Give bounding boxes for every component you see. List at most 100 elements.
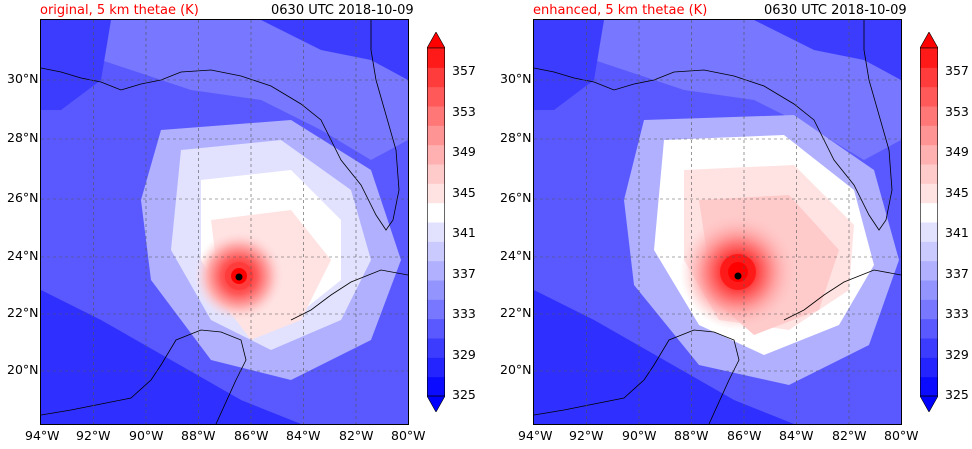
colorbar-cell	[427, 241, 445, 262]
left-lat-22: 22°N	[7, 305, 39, 320]
right-eye-marker	[734, 272, 742, 280]
right-cbar-325: 325	[945, 387, 969, 402]
left-cbar-341: 341	[452, 225, 476, 240]
right-map	[533, 19, 902, 425]
colorbar-cell	[427, 280, 445, 300]
left-lon-92: 92°W	[76, 428, 111, 443]
right-lat-28: 28°N	[500, 130, 532, 145]
colorbar-cell	[427, 260, 445, 281]
colorbar-cell	[427, 67, 445, 88]
right-cbar-357: 357	[945, 63, 969, 78]
colorbar-cell	[920, 318, 938, 339]
colorbar-cell	[920, 67, 938, 88]
colorbar-cell	[427, 318, 445, 339]
colorbar-cell	[920, 106, 938, 126]
colorbar-cell	[427, 125, 445, 146]
right-lat-30: 30°N	[500, 71, 532, 86]
right-lon-92: 92°W	[569, 428, 604, 443]
colorbar-cell	[920, 183, 938, 204]
left-colorbar	[427, 32, 445, 412]
right-map-field	[534, 20, 901, 424]
right-lon-88: 88°W	[674, 428, 709, 443]
colorbar-cell	[920, 260, 938, 281]
left-cbar-357: 357	[452, 63, 476, 78]
colorbar-max-extend	[920, 32, 938, 49]
right-cbar-345: 345	[945, 185, 969, 200]
right-lat-22: 22°N	[500, 305, 532, 320]
right-cbar-329: 329	[945, 347, 969, 362]
right-colorbar	[920, 32, 938, 412]
colorbar-min-extend	[920, 395, 938, 412]
left-lat-20: 20°N	[7, 362, 39, 377]
colorbar-cell	[427, 299, 445, 320]
left-cbar-337: 337	[452, 266, 476, 281]
right-cbar-337: 337	[945, 266, 969, 281]
right-cbar-341: 341	[945, 225, 969, 240]
right-cbar-333: 333	[945, 306, 969, 321]
right-cbar-349: 349	[945, 144, 969, 159]
left-lon-84: 84°W	[286, 428, 321, 443]
left-cbar-353: 353	[452, 104, 476, 119]
right-lon-94: 94°W	[518, 428, 553, 443]
left-cbar-345: 345	[452, 185, 476, 200]
left-lon-82: 82°W	[339, 428, 374, 443]
colorbar-cell	[920, 144, 938, 165]
colorbar-cell	[920, 338, 938, 358]
left-cbar-329: 329	[452, 347, 476, 362]
left-cbar-349: 349	[452, 144, 476, 159]
right-lat-24: 24°N	[500, 248, 532, 263]
right-lon-84: 84°W	[779, 428, 814, 443]
left-eye-marker	[235, 273, 243, 281]
right-lon-86: 86°W	[727, 428, 762, 443]
colorbar-frame	[920, 47, 938, 397]
right-lat-20: 20°N	[500, 362, 532, 377]
left-map	[40, 19, 409, 425]
colorbar-cell	[920, 48, 938, 68]
colorbar-cell	[920, 280, 938, 300]
right-lat-26: 26°N	[500, 190, 532, 205]
left-title: original, 5 km thetae (K)	[40, 3, 199, 18]
colorbar-cell	[920, 376, 938, 397]
colorbar-cell	[427, 357, 445, 378]
left-cbar-333: 333	[452, 306, 476, 321]
colorbar-cell	[920, 164, 938, 184]
right-lon-90: 90°W	[622, 428, 657, 443]
colorbar-frame	[427, 47, 445, 397]
colorbar-cell	[427, 48, 445, 68]
colorbar-cell	[427, 183, 445, 204]
colorbar-cell	[920, 357, 938, 378]
right-lon-82: 82°W	[832, 428, 867, 443]
right-lon-80: 80°W	[884, 428, 919, 443]
left-cbar-325: 325	[452, 387, 476, 402]
left-lat-28: 28°N	[7, 130, 39, 145]
right-title: enhanced, 5 km thetae (K)	[533, 3, 708, 18]
colorbar-cell	[427, 86, 445, 107]
left-lon-86: 86°W	[234, 428, 269, 443]
right-cbar-353: 353	[945, 104, 969, 119]
colorbar-cell	[427, 338, 445, 358]
colorbar-cell	[427, 106, 445, 126]
colorbar-cell	[920, 241, 938, 262]
colorbar-cell	[920, 125, 938, 146]
left-lon-94: 94°W	[25, 428, 60, 443]
left-lat-24: 24°N	[7, 248, 39, 263]
colorbar-cell	[427, 376, 445, 397]
colorbar-cell	[920, 299, 938, 320]
colorbar-cell	[920, 86, 938, 107]
left-lon-88: 88°W	[181, 428, 216, 443]
colorbar-cell	[427, 144, 445, 165]
left-lat-30: 30°N	[7, 71, 39, 86]
left-lon-80: 80°W	[391, 428, 426, 443]
left-map-field	[41, 20, 408, 424]
colorbar-cell	[920, 222, 938, 242]
colorbar-cell	[427, 222, 445, 242]
colorbar-cell	[427, 164, 445, 184]
left-lon-90: 90°W	[129, 428, 164, 443]
colorbar-cell	[920, 202, 938, 223]
colorbar-cell	[427, 202, 445, 223]
left-timestamp: 0630 UTC 2018-10-09	[271, 3, 414, 18]
right-timestamp: 0630 UTC 2018-10-09	[764, 3, 907, 18]
left-lat-26: 26°N	[7, 190, 39, 205]
